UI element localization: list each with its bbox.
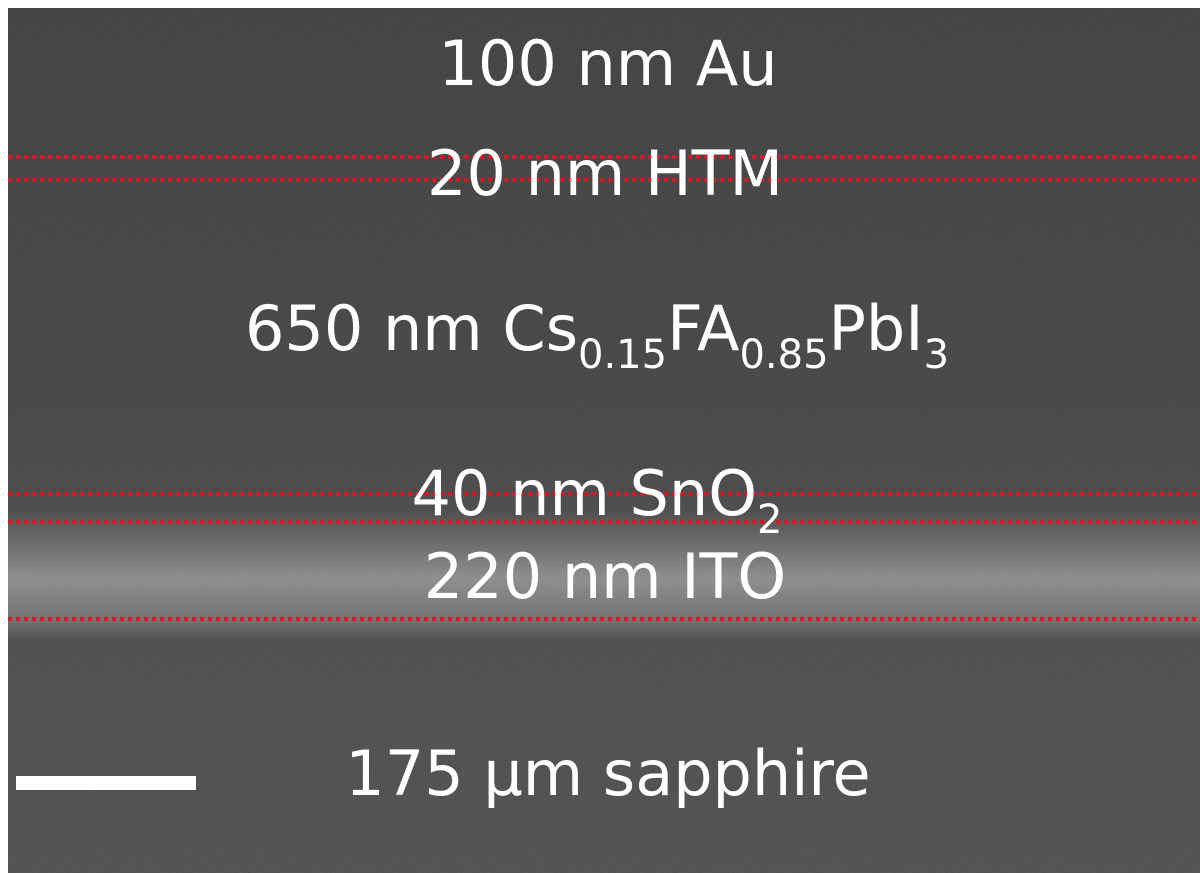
label-text: 175 µm sapphire bbox=[345, 737, 870, 810]
label-text: 220 nm ITO bbox=[424, 540, 786, 613]
label-text: FA bbox=[667, 292, 739, 365]
label-text: 40 nm SnO bbox=[412, 457, 757, 530]
label-text: 20 nm HTM bbox=[427, 137, 783, 210]
sem-image: 100 nm Au 20 nm HTM 650 nm Cs0.15FA0.85PbI… bbox=[0, 0, 1200, 873]
label-text: PbI bbox=[829, 292, 924, 365]
layer-label: 100 nm Au bbox=[438, 27, 777, 100]
label-subscript: 2 bbox=[757, 497, 782, 543]
layer-label: 20 nm HTM bbox=[427, 137, 783, 210]
scale-bar bbox=[16, 776, 196, 790]
layer-label: 175 µm sapphire bbox=[345, 737, 870, 810]
page: 100 nm Au 20 nm HTM 650 nm Cs0.15FA0.85PbI… bbox=[0, 0, 1200, 873]
label-text: 650 nm Cs bbox=[245, 292, 578, 365]
label-subscript: 0.15 bbox=[578, 332, 667, 378]
label-subscript: 0.85 bbox=[739, 332, 828, 378]
layer-label: 220 nm ITO bbox=[424, 540, 786, 613]
label-text: 100 nm Au bbox=[438, 27, 777, 100]
label-subscript: 3 bbox=[924, 332, 949, 378]
